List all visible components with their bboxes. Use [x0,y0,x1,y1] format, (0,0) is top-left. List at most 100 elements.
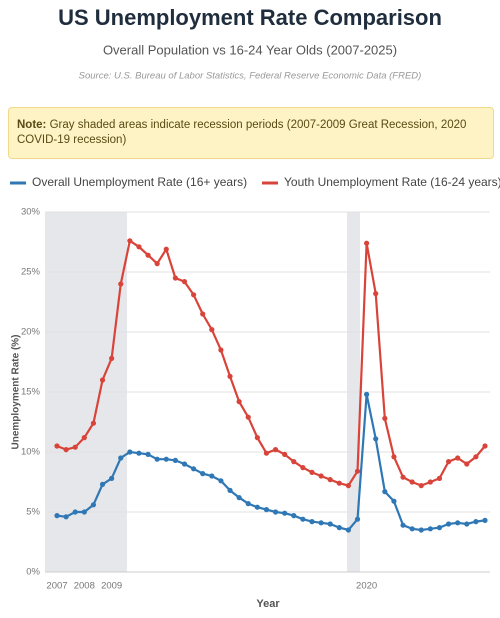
data-point [263,450,270,456]
data-point [391,498,397,504]
data-point [190,466,197,472]
data-point [400,522,406,528]
data-point [291,459,297,465]
data-point [473,454,479,460]
data-point [282,510,288,516]
data-point [81,435,87,441]
data-point [418,483,424,489]
data-point [81,509,87,515]
data-point [482,443,488,449]
y-tick-label: 0% [26,567,40,578]
source: Source: U.S. Bureau of Labor Statistics,… [79,71,422,82]
data-point [72,444,78,450]
data-point [190,292,197,298]
title: US Unemployment Rate Comparison [58,5,442,30]
data-point [109,475,115,481]
data-point [72,509,78,515]
data-point [427,479,433,485]
data-point [445,521,452,527]
data-point [127,449,133,455]
legend-label: Youth Unemployment Rate (16-24 years) [284,175,500,189]
data-point [99,481,106,487]
data-point [218,478,224,484]
data-point [327,477,333,483]
x-axis-title: Year [256,598,280,610]
data-point [154,456,160,462]
data-point [163,456,169,462]
data-point [172,457,178,463]
data-point [427,526,433,532]
data-point [227,487,233,493]
data-point [145,252,151,258]
data-point [109,355,115,361]
data-point [345,527,352,533]
data-point [118,455,124,461]
data-point [236,399,242,405]
data-point [90,420,97,426]
data-point [473,519,479,525]
data-point [154,261,160,267]
data-point [181,461,188,467]
x-tick-label: 2008 [74,581,95,592]
data-point [200,471,206,477]
y-axis-title: Unemployment Rate (%) [11,334,22,449]
data-point [127,238,133,244]
data-point [172,275,178,281]
data-point [455,520,461,526]
data-point [364,391,370,397]
data-point [318,473,324,479]
data-point [272,447,279,453]
data-point [336,525,342,531]
data-point [373,436,379,442]
note-box: Note: Gray shaded areas indicate recessi… [8,107,494,159]
data-point [382,415,388,421]
data-point [354,468,361,474]
data-point [445,459,452,465]
data-point [345,483,352,489]
data-point [200,311,206,317]
legend-label: Overall Unemployment Rate (16+ years) [32,175,247,189]
data-point [309,519,315,525]
data-point [254,504,260,510]
data-point [309,469,315,475]
data-point [181,279,188,285]
data-point [391,454,397,460]
data-point [136,450,142,456]
data-point [409,479,415,485]
data-point [272,509,279,515]
data-point [336,480,342,486]
data-point [63,514,69,520]
data-point [145,451,151,457]
subtitle: Overall Population vs 16-24 Year Olds (2… [103,42,397,57]
data-point [418,527,424,533]
y-tick-label: 10% [21,447,41,458]
data-point [436,475,443,481]
x-tick-label: 2020 [356,581,377,592]
data-point [300,516,306,522]
data-point [354,516,361,522]
data-point [236,495,242,501]
y-tick-label: 15% [21,387,41,398]
data-point [282,451,288,457]
note-label: Note: [17,119,47,131]
data-point [209,327,215,333]
data-point [263,507,270,513]
data-point [464,521,470,527]
data-point [318,520,324,526]
data-point [364,240,370,246]
data-point [400,474,406,480]
data-point [227,373,233,379]
data-point [90,502,97,508]
data-point [327,521,333,527]
data-point [163,246,169,252]
data-point [118,281,124,287]
data-point [209,473,215,479]
data-point [99,377,106,383]
y-tick-label: 25% [21,267,41,278]
data-point [254,435,260,441]
data-point [54,443,60,449]
data-point [436,525,443,531]
note-text: Gray shaded areas indicate recession per… [17,119,467,146]
